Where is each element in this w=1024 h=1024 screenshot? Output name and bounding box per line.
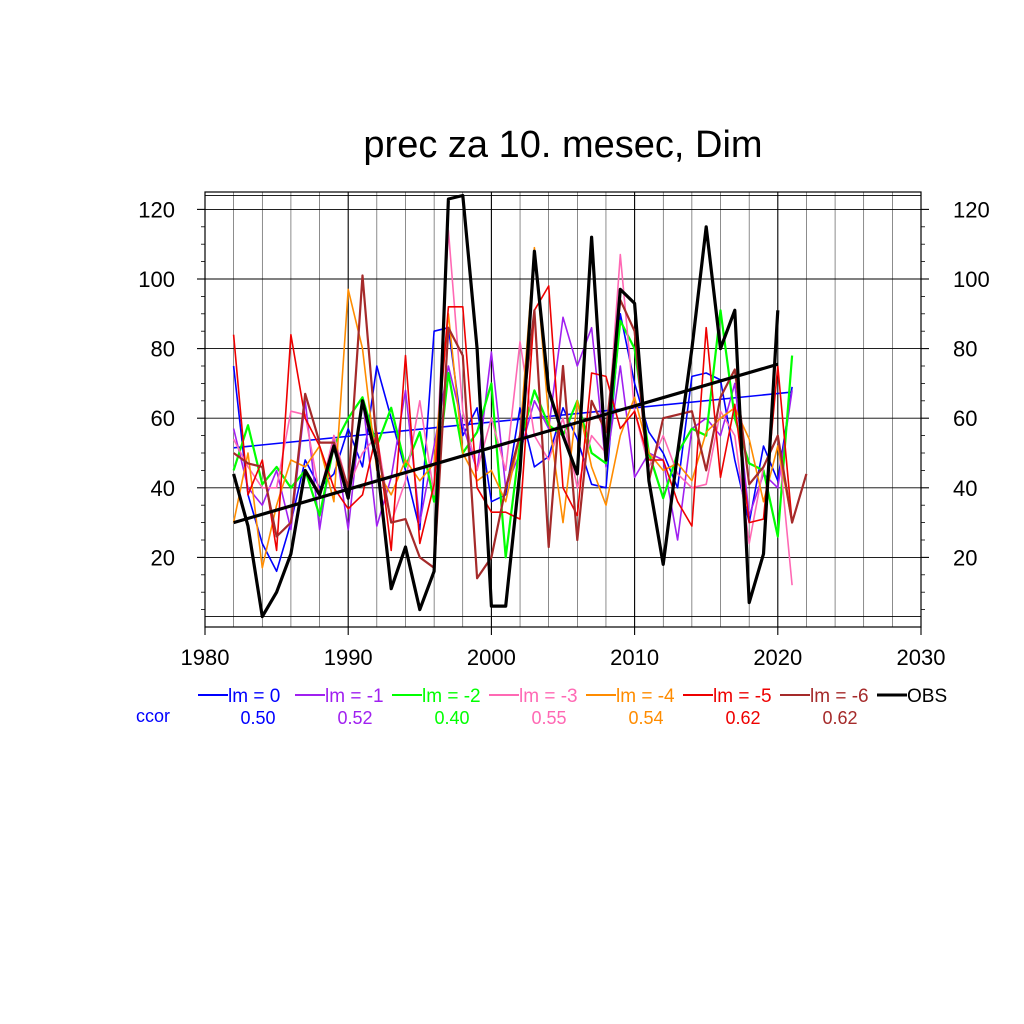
- trend-line-obs: [233, 362, 779, 525]
- y-tick-label-left: 100: [138, 267, 175, 292]
- y-tick-label-left: 20: [151, 545, 175, 570]
- chart-title: prec za 10. mesec, Dim: [363, 124, 762, 166]
- y-tick-label-right: 40: [953, 476, 977, 501]
- legend-label-lm4: lm = -4: [616, 686, 675, 707]
- ccor-value-lm2: 0.40: [434, 708, 469, 728]
- ccor-label: ccor: [136, 706, 170, 726]
- y-tick-label-left: 120: [138, 197, 175, 222]
- legend-label-obs: OBS: [907, 686, 947, 707]
- x-tick-label: 2020: [753, 645, 802, 670]
- legend-label-lm5: lm = -5: [713, 686, 772, 707]
- x-tick-label: 2000: [467, 645, 516, 670]
- x-tick-label: 1990: [324, 645, 373, 670]
- y-tick-label-right: 20: [953, 545, 977, 570]
- ccor-value-lm1: 0.52: [337, 708, 372, 728]
- y-tick-label-left: 40: [151, 476, 175, 501]
- y-tick-label-right: 120: [953, 197, 990, 222]
- y-tick-label-left: 80: [151, 337, 175, 362]
- series-layer: [232, 193, 808, 619]
- legend-label-lm3: lm = -3: [519, 686, 578, 707]
- legend-label-lm6: lm = -6: [810, 686, 869, 707]
- x-tick-label: 1980: [181, 645, 230, 670]
- legend-label-lm0: lm = 0: [228, 686, 280, 707]
- ccor-value-lm3: 0.55: [531, 708, 566, 728]
- series-line-lm6: [232, 274, 808, 580]
- x-tick-label: 2010: [610, 645, 659, 670]
- ccor-value-lm5: 0.62: [725, 708, 760, 728]
- ccor-value-lm0: 0.50: [240, 708, 275, 728]
- series-line-obs: [232, 193, 780, 619]
- trend-line-lm0: [233, 391, 793, 449]
- ccor-value-lm6: 0.62: [822, 708, 857, 728]
- legend-label-lm2: lm = -2: [422, 686, 481, 707]
- y-tick-label-right: 60: [953, 406, 977, 431]
- x-tick-label: 2030: [897, 645, 946, 670]
- ccor-value-lm4: 0.54: [628, 708, 663, 728]
- y-tick-label-right: 100: [953, 267, 990, 292]
- plot-frame: [204, 191, 922, 628]
- y-tick-label-left: 60: [151, 406, 175, 431]
- y-tick-label-right: 80: [953, 337, 977, 362]
- legend-label-lm1: lm = -1: [325, 686, 384, 707]
